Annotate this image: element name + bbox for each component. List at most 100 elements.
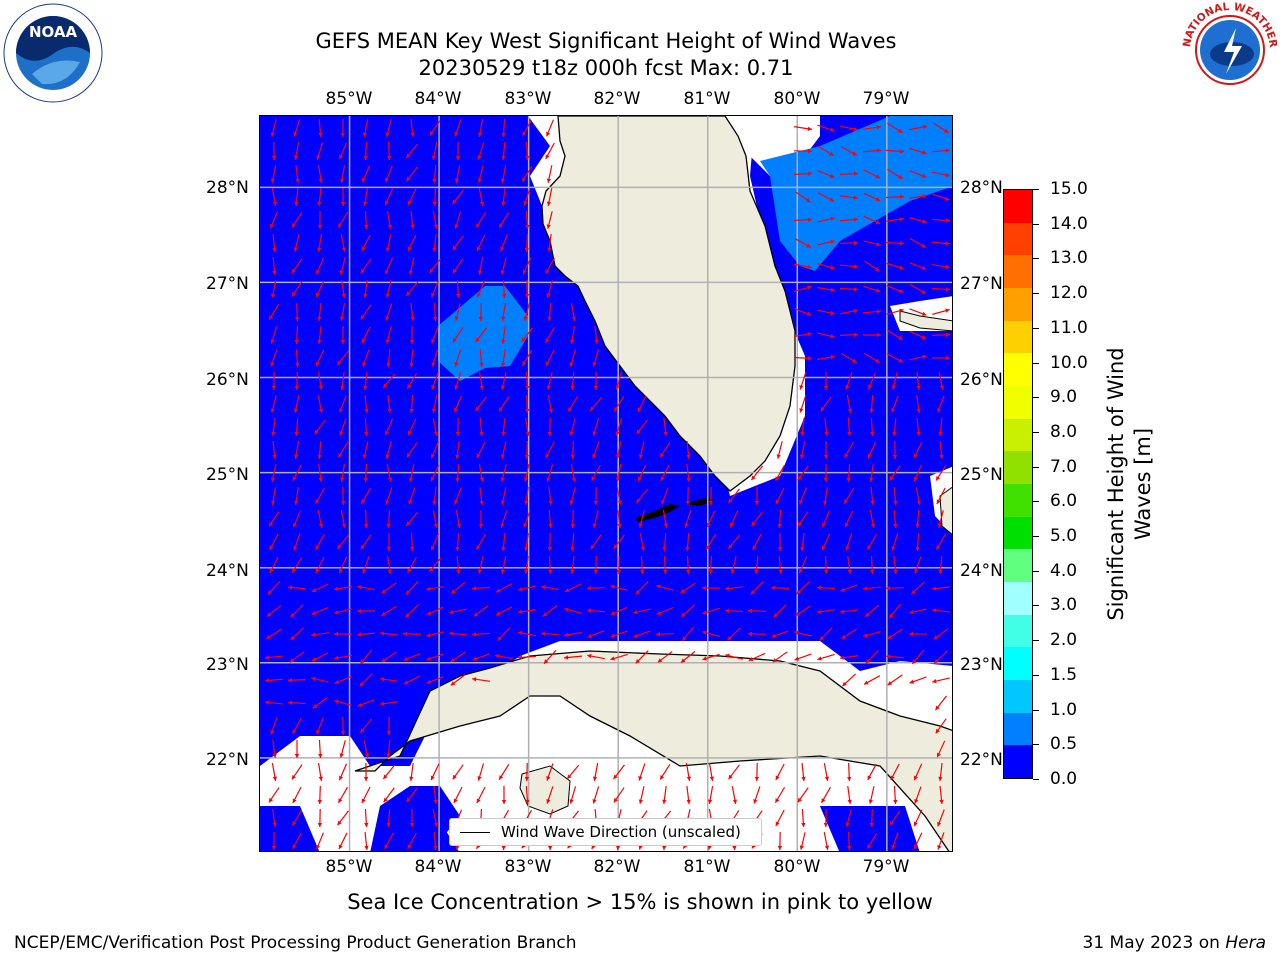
wave-direction-arrow	[793, 171, 813, 176]
wave-direction-arrow	[546, 763, 554, 781]
wave-direction-arrow	[543, 649, 557, 665]
wave-direction-arrow	[271, 371, 277, 391]
wave-direction-arrow	[633, 608, 651, 615]
wave-direction-arrow	[406, 442, 418, 458]
wave-direction-arrow	[656, 606, 674, 616]
wave-direction-arrow	[706, 510, 716, 528]
wave-direction-arrow	[909, 217, 927, 224]
wave-direction-arrow	[477, 556, 484, 574]
wave-direction-arrow	[432, 809, 439, 827]
wave-direction-arrow	[386, 739, 391, 759]
wave-direction-arrow	[337, 441, 349, 459]
wave-direction-arrow	[863, 675, 881, 685]
wave-direction-arrow	[593, 486, 599, 506]
wave-direction-arrow	[570, 532, 575, 552]
wave-direction-arrow	[522, 257, 532, 275]
wave-direction-arrow	[451, 189, 465, 205]
wave-direction-arrow	[909, 170, 927, 178]
wave-direction-arrow	[521, 166, 533, 182]
wave-direction-arrow	[271, 763, 278, 781]
wave-direction-arrow	[933, 122, 949, 134]
wave-direction-arrow	[797, 465, 809, 481]
nws-logo: NATIONAL WEATHER SERVICE	[1180, 0, 1279, 98]
noaa-logo-text: NOAA	[29, 23, 78, 41]
wave-direction-arrow	[799, 487, 807, 505]
wave-direction-arrow	[799, 441, 806, 459]
wave-direction-arrow	[410, 210, 415, 230]
wave-direction-arrow	[472, 653, 490, 661]
wave-direction-arrow	[914, 786, 922, 804]
wave-direction-arrow	[936, 740, 946, 758]
wave-direction-arrow	[453, 786, 463, 804]
wave-direction-arrow	[517, 609, 537, 614]
wave-direction-arrow	[546, 464, 554, 482]
wave-direction-arrow	[659, 442, 671, 458]
wave-direction-arrow	[563, 655, 583, 660]
colorbar-tick-label: 7.0	[1050, 456, 1078, 477]
wave-direction-arrow	[796, 581, 810, 595]
wave-direction-arrow	[545, 257, 555, 275]
wave-direction-arrow	[937, 510, 944, 528]
wave-direction-arrow	[841, 673, 857, 687]
wave-direction-arrow	[476, 533, 486, 551]
wave-direction-arrow	[615, 464, 622, 482]
wave-direction-arrow	[362, 556, 370, 574]
wave-direction-arrow	[500, 556, 507, 574]
footer-credit: NCEP/EMC/Verification Post Processing Pr…	[14, 933, 577, 953]
wave-direction-arrow	[449, 608, 467, 615]
wave-direction-arrow	[409, 808, 415, 828]
wave-direction-arrow	[635, 581, 649, 595]
wave-direction-arrow	[839, 287, 859, 292]
wave-direction-arrow	[430, 441, 440, 459]
wave-direction-arrow	[518, 585, 536, 592]
wave-direction-arrow	[363, 509, 369, 529]
wave-direction-arrow	[886, 353, 904, 363]
wave-direction-arrow	[361, 326, 371, 344]
wave-direction-arrow	[819, 627, 833, 641]
wave-direction-arrow	[592, 418, 600, 436]
wave-direction-arrow	[794, 126, 812, 131]
wave-direction-arrow	[610, 606, 628, 616]
wave-direction-arrow	[429, 120, 441, 136]
wave-direction-arrow	[702, 653, 720, 661]
wave-direction-arrow	[455, 440, 460, 460]
lon-tick-bottom: 80°W	[773, 857, 821, 877]
wave-direction-arrow	[840, 352, 858, 364]
wave-direction-arrow	[778, 555, 783, 575]
lat-tick-right: 26°N	[960, 370, 1003, 390]
wave-direction-arrow	[817, 653, 835, 661]
wave-direction-arrow	[794, 630, 812, 637]
wave-direction-arrow	[432, 233, 437, 253]
wave-direction-arrow	[431, 326, 439, 344]
wave-direction-arrow	[656, 584, 674, 591]
colorbar-segment	[1004, 549, 1032, 582]
wave-direction-arrow	[360, 304, 372, 320]
wave-direction-arrow	[932, 263, 950, 269]
colorbar-tick-label: 1.0	[1050, 699, 1078, 720]
wave-direction-arrow	[891, 395, 899, 413]
sea-ice-note: Sea Ice Concentration > 15% is shown in …	[347, 890, 933, 914]
wave-direction-arrow	[270, 717, 278, 735]
wave-direction-arrow	[893, 486, 898, 506]
wave-direction-arrow	[270, 487, 277, 505]
wave-direction-arrow	[569, 349, 577, 367]
wave-direction-arrow	[823, 487, 829, 505]
wave-direction-arrow	[593, 371, 599, 391]
wave-direction-arrow	[686, 463, 691, 483]
wave-direction-arrow	[270, 464, 277, 482]
wave-direction-arrow	[501, 417, 506, 437]
wave-direction-arrow	[454, 349, 462, 367]
wave-direction-arrow	[477, 119, 484, 137]
wave-direction-arrow	[891, 832, 899, 850]
wave-direction-arrow	[817, 262, 835, 270]
lat-tick-right: 22°N	[960, 750, 1003, 770]
wave-direction-arrow	[359, 673, 373, 687]
wave-direction-arrow	[846, 395, 853, 413]
wave-direction-arrow	[817, 286, 835, 293]
wave-direction-arrow	[909, 676, 927, 684]
wave-direction-arrow	[363, 740, 370, 758]
colorbar-tick-mark	[1033, 327, 1039, 329]
land-layer	[354, 116, 952, 851]
wave-direction-arrow	[267, 581, 281, 595]
wave-direction-arrow	[264, 678, 284, 683]
